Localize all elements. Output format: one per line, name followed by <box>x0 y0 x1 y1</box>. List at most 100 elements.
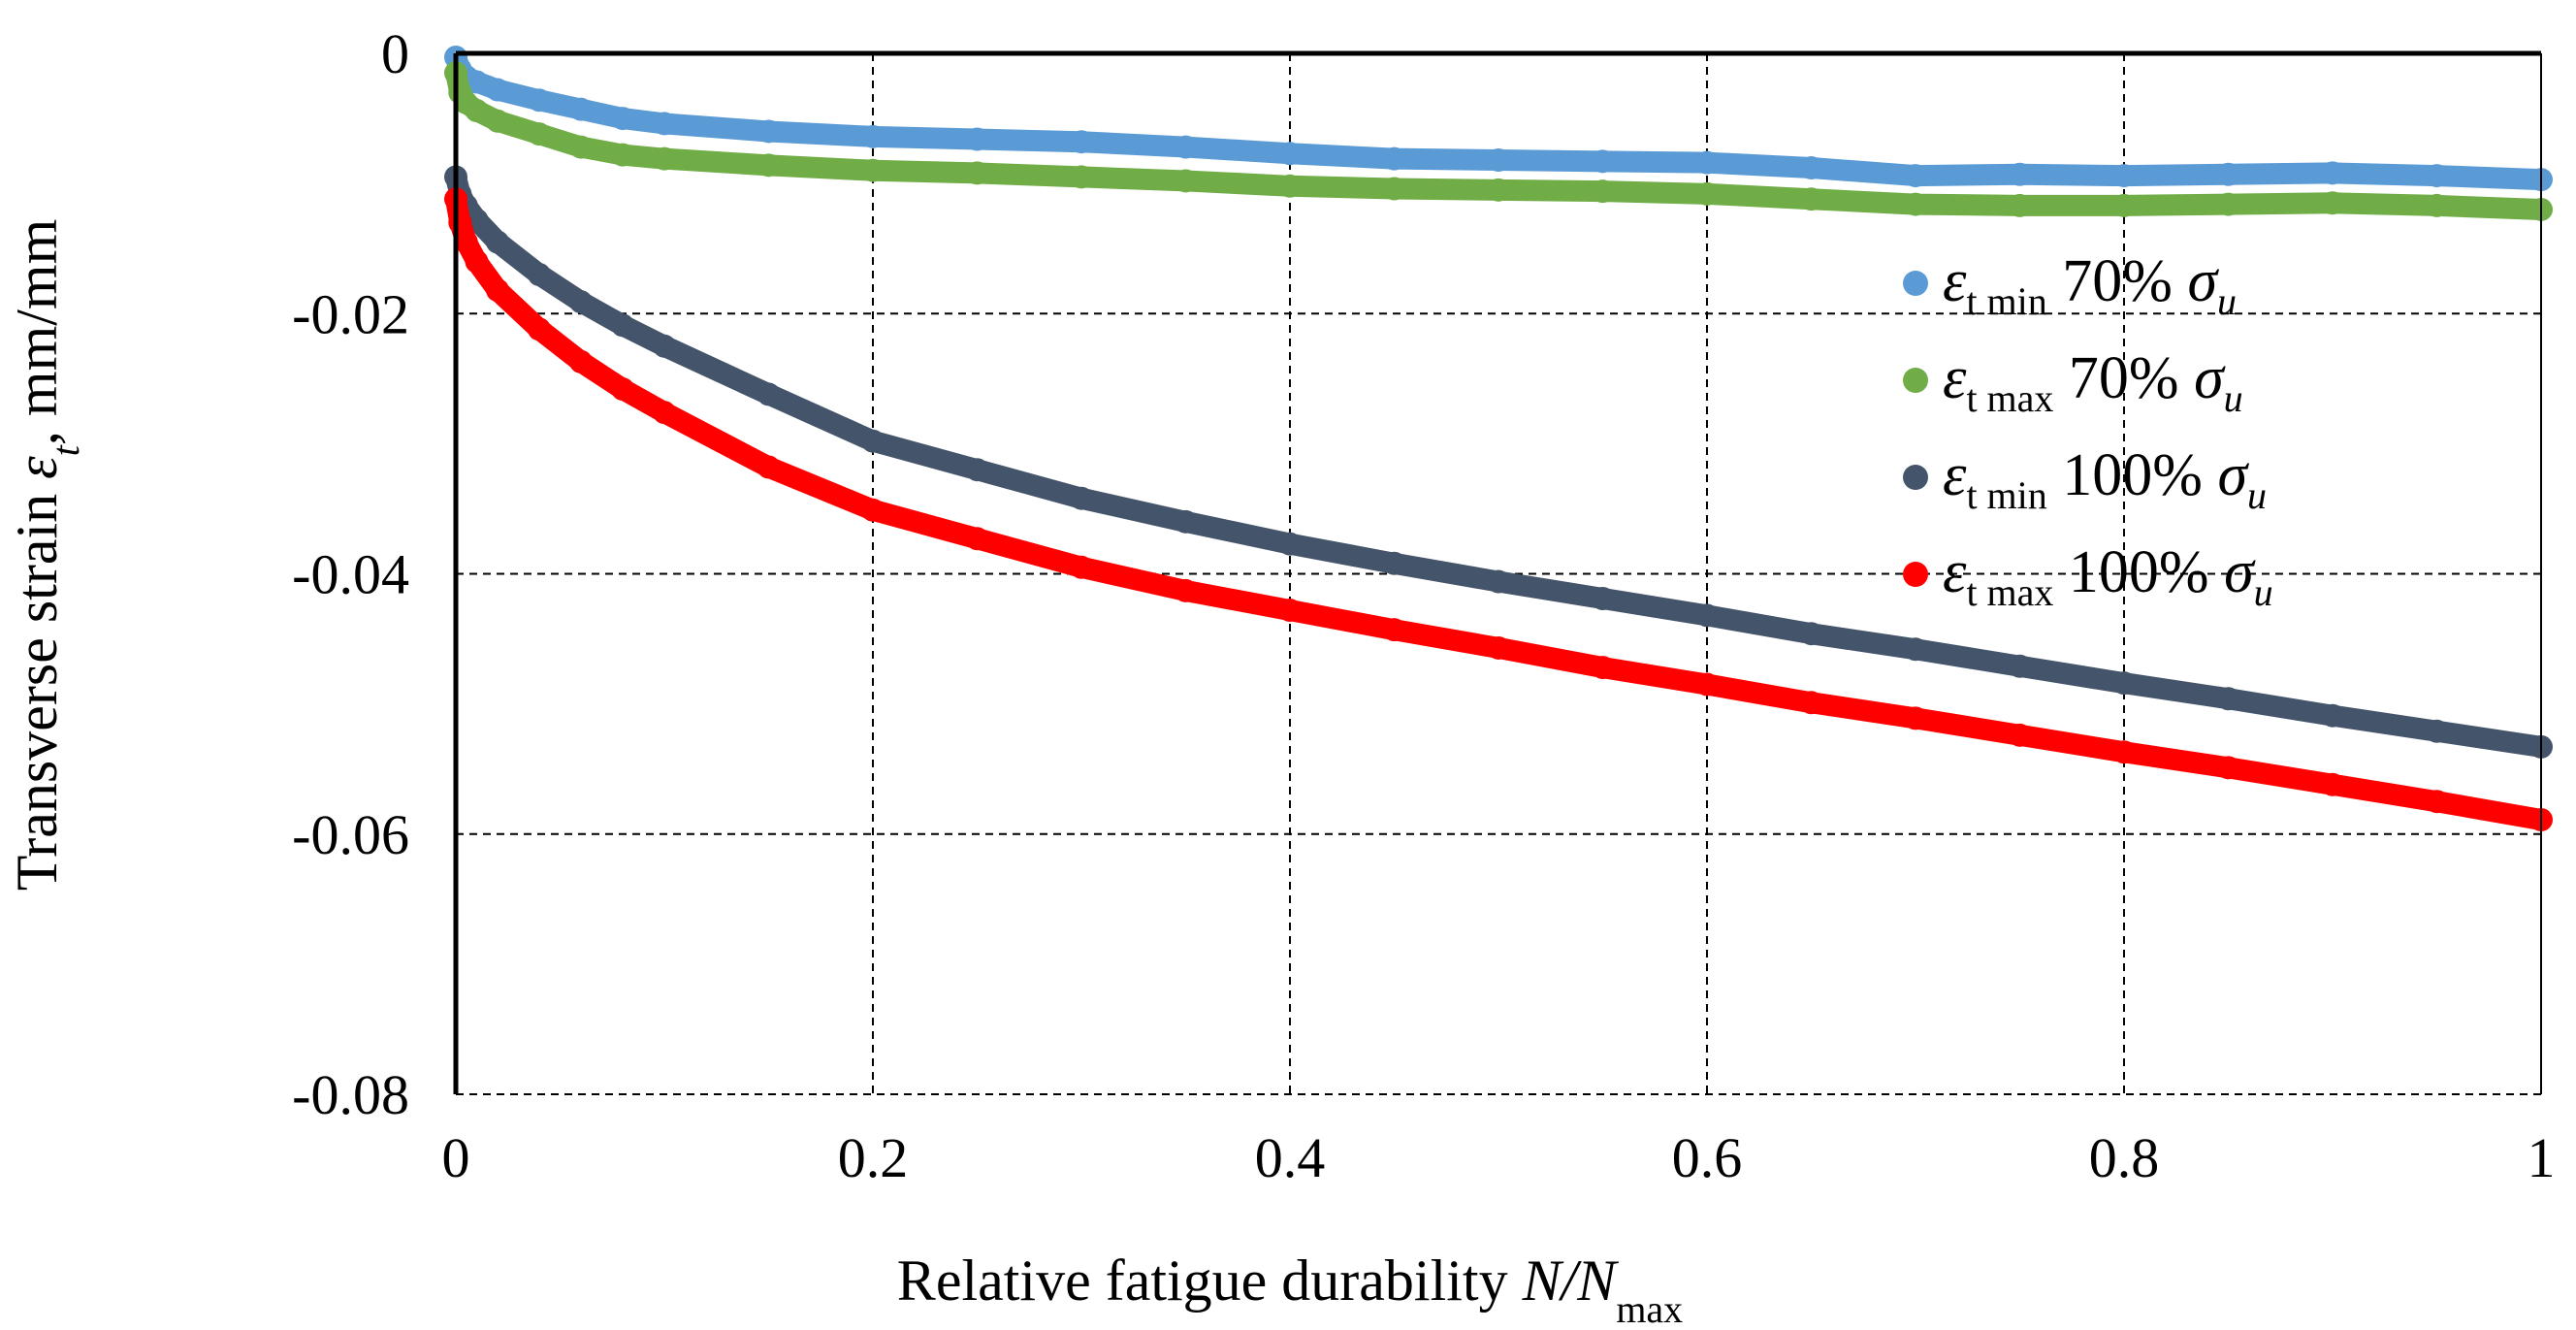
data-point <box>2217 193 2240 216</box>
legend: εt min 70% σu εt max 70% σu εt min 100% σu… <box>1903 248 2273 614</box>
series-layer <box>444 46 2553 831</box>
data-point <box>653 401 676 424</box>
x-tick-label: 0.8 <box>2089 1126 2160 1189</box>
data-point <box>466 250 489 274</box>
x-tick-label: 1 <box>2528 1126 2556 1189</box>
x-tick-label: 0.6 <box>1672 1126 1743 1189</box>
data-point <box>2112 740 2136 763</box>
data-point <box>1383 552 1406 575</box>
data-point <box>2217 163 2240 186</box>
legend-label: εt min 70% σu <box>1943 248 2237 323</box>
data-point <box>611 144 634 167</box>
data-point <box>861 499 885 522</box>
data-point <box>1383 618 1406 641</box>
data-point <box>1278 142 1302 165</box>
legend-marker <box>1903 465 1928 490</box>
data-point <box>1487 148 1510 172</box>
data-point <box>653 335 676 358</box>
data-point <box>528 317 551 341</box>
data-point <box>486 110 509 133</box>
data-point <box>569 350 593 373</box>
data-point <box>1070 130 1093 153</box>
data-point <box>2112 194 2136 217</box>
x-tick-label: 0.4 <box>1255 1126 1326 1189</box>
legend-label: εt max 100% σu <box>1943 539 2273 614</box>
data-point <box>528 88 551 112</box>
data-point <box>1175 169 1198 192</box>
data-point <box>1695 603 1719 627</box>
data-point <box>2426 790 2449 813</box>
data-point <box>861 430 885 453</box>
data-point <box>1904 706 1927 730</box>
data-point <box>2217 756 2240 779</box>
data-point <box>2009 194 2032 217</box>
legend-entry-4: εt max 100% σu <box>1903 539 2273 614</box>
data-point <box>486 278 509 302</box>
data-point <box>486 230 509 253</box>
data-point <box>1487 178 1510 202</box>
y-tick-label: 0 <box>381 22 409 85</box>
data-point <box>1592 149 1615 173</box>
data-point <box>466 99 489 122</box>
data-point <box>966 527 989 550</box>
data-point <box>1592 656 1615 679</box>
data-point <box>1695 151 1719 175</box>
y-axis-title: Transverse strain εt, mm/mm <box>5 219 87 892</box>
data-point <box>1695 182 1719 206</box>
y-tick-label: -0.02 <box>292 282 409 345</box>
legend-entry-1: εt min 70% σu <box>1903 248 2237 323</box>
data-point <box>2112 671 2136 695</box>
y-tick-label: -0.04 <box>292 543 409 606</box>
data-point <box>1592 587 1615 610</box>
legend-marker <box>1903 368 1928 393</box>
data-point <box>611 377 634 401</box>
data-point <box>1800 691 1823 714</box>
data-point <box>1070 556 1093 579</box>
data-point <box>2321 191 2344 214</box>
data-point <box>1175 579 1198 602</box>
data-point <box>2321 704 2344 728</box>
data-point <box>1278 175 1302 198</box>
data-point <box>2009 724 2032 747</box>
legend-marker <box>1903 271 1928 296</box>
data-point <box>1695 673 1719 697</box>
data-point <box>2321 161 2344 184</box>
data-point <box>569 136 593 159</box>
legend-marker <box>1903 562 1928 587</box>
data-point <box>861 125 885 148</box>
data-point <box>653 112 676 135</box>
data-point <box>757 153 781 177</box>
data-point <box>569 290 593 313</box>
data-point <box>1383 147 1406 171</box>
data-point <box>1383 177 1406 200</box>
data-point <box>1278 599 1302 622</box>
data-point <box>1175 510 1198 534</box>
data-point <box>1800 187 1823 211</box>
y-tick-label: -0.06 <box>292 803 409 866</box>
legend-label: εt min 100% σu <box>1943 442 2267 517</box>
data-point <box>2009 655 2032 678</box>
data-point <box>2009 163 2032 186</box>
data-point <box>611 107 634 130</box>
data-point <box>757 119 781 143</box>
data-point <box>2426 720 2449 743</box>
data-point <box>1175 136 1198 159</box>
data-point <box>528 263 551 286</box>
x-tick-label: 0.2 <box>838 1126 909 1189</box>
data-point <box>1800 156 1823 179</box>
data-point <box>757 382 781 405</box>
data-point <box>1278 533 1302 556</box>
data-point <box>528 122 551 146</box>
data-point <box>2321 773 2344 796</box>
data-point <box>2426 164 2449 187</box>
data-point <box>653 147 676 171</box>
data-point <box>966 128 989 151</box>
data-point <box>966 161 989 184</box>
data-point <box>1070 487 1093 510</box>
legend-entry-2: εt max 70% σu <box>1903 345 2243 420</box>
data-point <box>1800 622 1823 645</box>
data-point <box>2112 164 2136 187</box>
data-point <box>1904 637 1927 661</box>
data-point <box>861 159 885 182</box>
data-point <box>611 313 634 337</box>
